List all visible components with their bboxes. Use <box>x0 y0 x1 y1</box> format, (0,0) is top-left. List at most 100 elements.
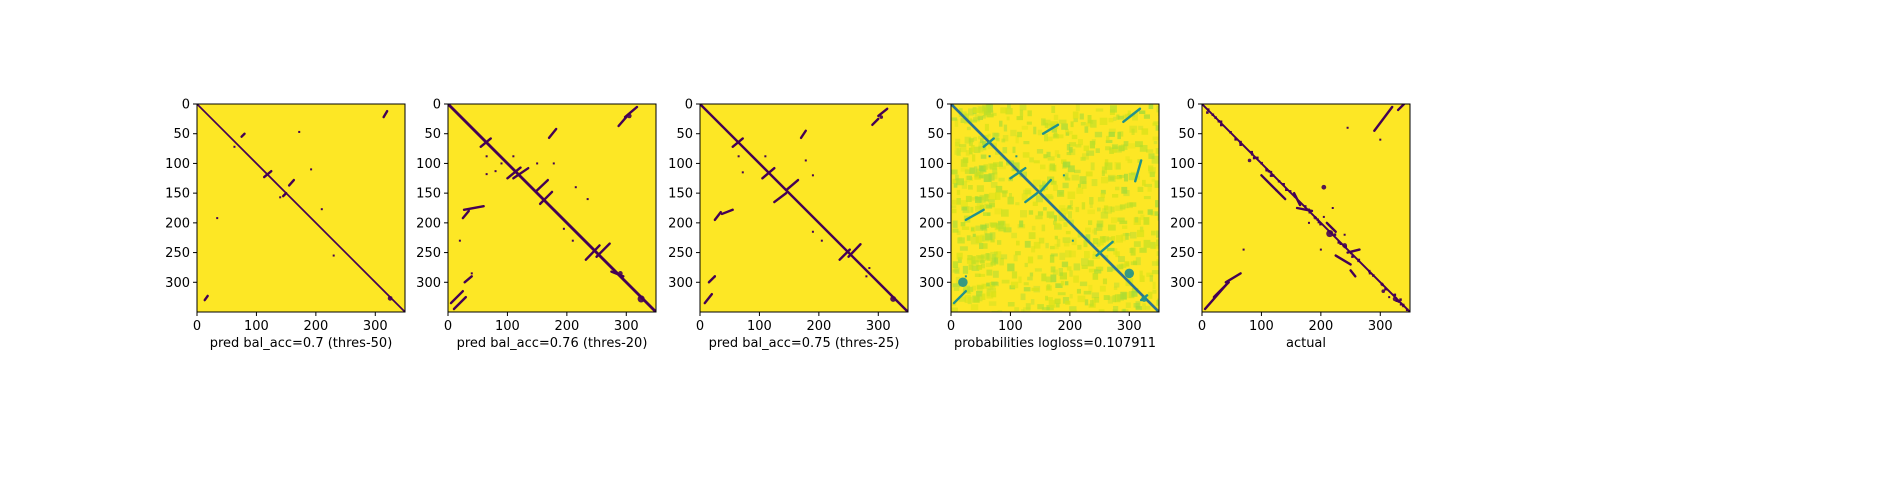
panel-4-texture-cell <box>1038 237 1045 244</box>
panel-4-texture-cell <box>1013 162 1020 171</box>
panel-4-texture-cell <box>990 251 998 259</box>
panel-4-texture-cell <box>1058 268 1063 276</box>
panel-4-texture-cell <box>972 233 976 237</box>
panel-4-texture-cell <box>1112 295 1116 303</box>
panel-4-texture-cell <box>1086 122 1092 127</box>
panel-4-texture-cell <box>1091 297 1096 305</box>
panel-4-texture-cell <box>1087 115 1092 123</box>
panel-4-texture-cell <box>1050 121 1059 129</box>
panel-4-texture-cell <box>1156 251 1159 256</box>
panel-2-xtick-label: 300 <box>614 319 639 334</box>
panel-4-texture-cell <box>1129 125 1138 133</box>
panel-4-texture-cell <box>978 135 985 140</box>
panel-4-texture-cell <box>1128 172 1136 181</box>
panel-4-texture-cell <box>982 243 988 249</box>
panel-4-texture-cell <box>952 208 957 214</box>
panel-3-xtick-label: 200 <box>806 319 831 334</box>
panel-4-texture-cell <box>1149 171 1155 178</box>
panel-2-contact-segment <box>617 115 628 128</box>
panel-2-contact-segment <box>479 137 492 148</box>
panel-5-ytick-label: 300 <box>1170 276 1195 291</box>
panel-4-texture-cell <box>1003 227 1012 233</box>
panel-4-texture-cell <box>1037 211 1044 216</box>
panel-4-texture-cell <box>1043 154 1048 159</box>
panel-4-texture-cell <box>1062 237 1071 243</box>
panel-3-contact-segment <box>838 248 851 261</box>
panel-4-texture-cell <box>971 266 980 271</box>
panel-4-texture-cell <box>981 263 985 269</box>
panel-5-diagonal-speck <box>1267 170 1271 173</box>
panel-4-texture-cell <box>1032 179 1041 187</box>
panel-4-texture-cell <box>971 260 979 267</box>
panel-4-texture-cell <box>1113 248 1118 255</box>
panel-4-texture-cell <box>960 200 968 207</box>
panel-4-texture-cell <box>954 142 960 150</box>
panel-4-texture-cell <box>956 252 963 260</box>
panel-4-texture-cell <box>952 228 959 233</box>
panel-4-texture-cell <box>986 282 990 287</box>
panel-4-texture-cell <box>1001 138 1006 143</box>
panel-4-texture-cell <box>1011 271 1018 279</box>
panel-3-ytick-label: 0 <box>685 98 693 113</box>
panel-4-texture-cell <box>953 183 958 188</box>
panel-4-texture-cell <box>1073 263 1081 271</box>
panel-4-texture-cell <box>1070 121 1074 128</box>
panel-4-texture-cell <box>1045 285 1052 291</box>
panel-4-texture-cell <box>1067 131 1073 135</box>
panel-4-texture-cell <box>1124 173 1128 182</box>
panel-4-texture-cell <box>986 269 993 276</box>
panel-4-texture-cell <box>1073 275 1079 283</box>
panel-5-diagonal-speck <box>1372 274 1375 277</box>
panel-4-texture-cell <box>1053 132 1058 138</box>
panel-4-texture-cell <box>1110 105 1117 113</box>
panel-4-texture-cell <box>1098 309 1105 312</box>
panel-4-contact-blob <box>1141 295 1148 302</box>
panel-4-texture-cell <box>1061 261 1069 268</box>
panel-4-texture-cell <box>1111 236 1116 244</box>
panel-5-diagonal-speck <box>1397 300 1401 303</box>
panel-4-texture-cell <box>1106 135 1110 141</box>
panel-5-diagonal-speck <box>1271 174 1275 177</box>
panel-4-texture-cell <box>1133 241 1141 247</box>
panel-4-texture-cell <box>1104 162 1113 170</box>
panel-5-diagonal-speck <box>1220 123 1223 127</box>
panel-4-texture-cell <box>1100 193 1105 198</box>
panel-4-texture-cell <box>961 180 968 189</box>
panel-4-texture-cell <box>1029 272 1034 277</box>
panel-4-texture-cell <box>1058 205 1066 212</box>
panel-4-texture-cell <box>990 238 995 243</box>
panel-4-texture-cell <box>990 261 996 266</box>
panel-4-texture-cell <box>962 265 969 274</box>
panel-4-texture-cell <box>1021 193 1028 201</box>
panel-4-texture-cell <box>1077 244 1082 250</box>
panel-2-ytick-label: 200 <box>416 216 441 231</box>
panel-4-texture-cell <box>1107 266 1113 272</box>
panel-3-xtick-label: 100 <box>747 319 772 334</box>
panel-4-texture-cell <box>1065 250 1072 258</box>
panel-1-contact-segment <box>287 178 296 187</box>
panel-4-texture-cell <box>1119 220 1128 225</box>
panel-4-texture-cell <box>1016 240 1020 246</box>
panel-4-texture-cell <box>983 164 989 170</box>
panel-4-texture-cell <box>1148 153 1155 159</box>
panel-4-texture-cell <box>1098 238 1104 246</box>
panel-5-contact-segment <box>1334 254 1352 266</box>
panel-4-texture-cell <box>1042 119 1051 126</box>
panel-4-texture-cell <box>1116 114 1120 120</box>
panel-4-contact-segment <box>1038 178 1053 194</box>
panel-4-texture-cell <box>1077 183 1082 188</box>
panel-4-texture-cell <box>1103 295 1110 300</box>
panel-4-texture-cell <box>1007 263 1015 272</box>
panel-4-texture-cell <box>1018 276 1022 284</box>
panel-1-ytick-label: 300 <box>165 276 190 291</box>
panel-4-texture-cell <box>1139 145 1148 152</box>
panel-4-texture-cell <box>1143 217 1150 225</box>
panel-4-texture-cell <box>1099 117 1108 125</box>
panel-4-texture-cell <box>1138 125 1144 130</box>
panel-4-texture-cell <box>991 112 997 116</box>
panel-4-texture-cell <box>1112 144 1119 149</box>
panel-4-texture-cell <box>1050 266 1056 273</box>
panel-4-texture-cell <box>973 296 980 303</box>
panel-4-texture-cell <box>1046 284 1051 290</box>
panel-1-xtick-label: 100 <box>244 319 269 334</box>
